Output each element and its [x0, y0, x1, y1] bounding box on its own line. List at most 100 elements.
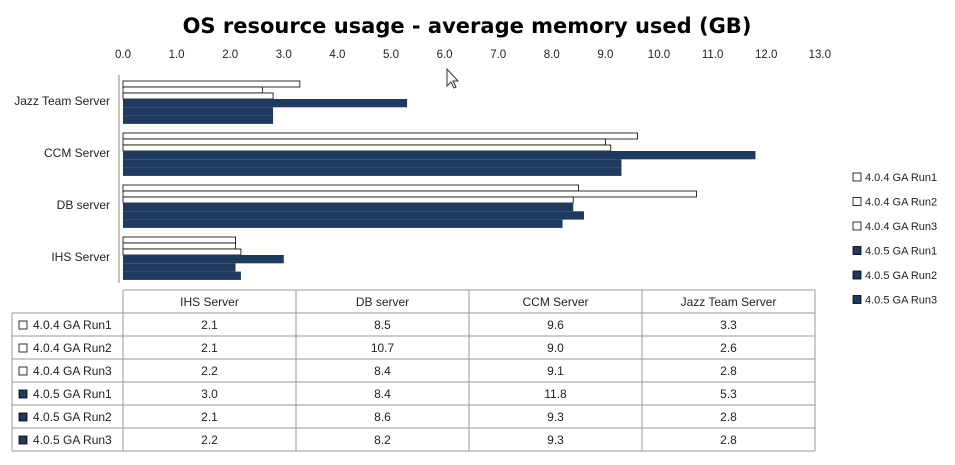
category-label: IHS Server — [51, 250, 110, 264]
bar — [123, 99, 408, 108]
table-legend-key — [18, 366, 28, 376]
legend-key — [852, 246, 862, 255]
bar — [122, 196, 574, 204]
bar — [123, 271, 241, 280]
table-cell: 3.0 — [201, 387, 218, 401]
table-cell: 2.8 — [720, 410, 737, 424]
bar — [123, 159, 622, 168]
x-axis: 0.0 1.0 2.0 3.0 4.0 5.0 6.0 7.0 8.0 9.0 10.0 11.0 12… — [115, 49, 831, 283]
bar — [122, 92, 274, 100]
x-tick-label: 0.0 — [115, 49, 131, 61]
table-cell: 2.1 — [201, 410, 218, 424]
table-legend-key — [18, 435, 28, 445]
bar — [122, 242, 236, 250]
category-label: DB server — [57, 198, 110, 212]
table-cell: 8.6 — [374, 410, 391, 424]
x-tick-label: 6.0 — [437, 49, 453, 61]
category-label: Jazz Team Server — [14, 94, 110, 108]
table-cell: 10.7 — [371, 341, 395, 355]
bar — [122, 86, 263, 94]
table-cell: 9.1 — [547, 364, 564, 378]
table-cell: 9.3 — [547, 433, 564, 447]
x-tick-label: 11.0 — [702, 49, 724, 61]
table-cell: 2.2 — [201, 364, 218, 378]
bar — [122, 144, 612, 152]
table-row-label: 4.0.5 GA Run1 — [33, 387, 112, 401]
table-cell: 9.6 — [547, 318, 564, 332]
legend: 4.0.4 GA Run1 4.0.4 GA Run2 4.0.4 GA Run3 4… — [852, 172, 937, 307]
legend-label: 4.0.4 GA Run3 — [865, 221, 937, 233]
legend-key — [852, 172, 862, 182]
bar — [123, 263, 236, 272]
legend-label: 4.0.5 GA Run1 — [865, 246, 937, 258]
table-cell: 2.1 — [201, 318, 218, 332]
bar — [123, 115, 274, 124]
bar — [123, 107, 274, 116]
table-cell: 5.3 — [720, 387, 737, 401]
category-label: CCM Server — [44, 146, 110, 160]
x-tick-label: 9.0 — [597, 49, 613, 61]
x-tick-label: 12.0 — [755, 49, 777, 61]
table-header-cell: IHS Server — [180, 295, 239, 309]
x-tick-label: 4.0 — [329, 49, 345, 61]
table-cell: 2.8 — [720, 364, 737, 378]
bar — [123, 255, 284, 264]
x-tick-label: 2.0 — [222, 49, 238, 61]
legend-key — [852, 270, 862, 280]
bar — [122, 248, 242, 256]
table-cell: 8.5 — [374, 318, 391, 332]
bar — [123, 211, 584, 220]
table-header-cell: CCM Server — [522, 295, 588, 309]
table-cell: 8.4 — [374, 364, 391, 378]
bar — [123, 151, 756, 160]
table-row-label: 4.0.5 GA Run3 — [33, 433, 112, 447]
x-tick-label: 10.0 — [648, 49, 670, 61]
table-header-cell: Jazz Team Server — [681, 295, 777, 309]
legend-key — [852, 221, 862, 231]
table-cell: 3.3 — [720, 318, 737, 332]
table-cell: 9.3 — [547, 410, 564, 424]
table-row-label: 4.0.4 GA Run3 — [33, 364, 112, 378]
legend-label: 4.0.5 GA Run2 — [865, 270, 937, 282]
x-tick-label: 7.0 — [490, 49, 506, 61]
bar — [122, 184, 580, 192]
table-legend-key — [18, 389, 28, 399]
bar — [122, 80, 301, 88]
chart-title: OS resource usage - average memory used … — [183, 14, 752, 38]
table-row-label: 4.0.5 GA Run2 — [33, 410, 112, 424]
legend-label: 4.0.4 GA Run2 — [865, 197, 937, 209]
legend-key — [852, 295, 862, 304]
x-tick-label: 1.0 — [169, 49, 185, 61]
x-tick-label: 13.0 — [809, 49, 831, 61]
table-cell: 2.6 — [720, 341, 737, 355]
bar — [123, 219, 563, 228]
table-legend-key — [18, 412, 28, 422]
table-row-label: 4.0.4 GA Run2 — [33, 341, 112, 355]
table-cell: 2.2 — [201, 433, 218, 447]
bar-plot: Jazz Team Server CCM Server DB server IHS S… — [14, 80, 756, 280]
table-legend-key — [18, 343, 28, 353]
table-cell: 11.8 — [544, 387, 567, 401]
table-cell: 2.1 — [201, 341, 218, 355]
table-legend-key — [18, 320, 28, 330]
table-cell: 2.8 — [720, 433, 737, 447]
data-table: IHS Server DB server CCM Server Jazz Team S… — [11, 289, 816, 452]
legend-key — [852, 197, 862, 206]
table-cell: 9.0 — [547, 341, 564, 355]
bar — [122, 132, 638, 140]
legend-label: 4.0.4 GA Run1 — [865, 172, 937, 184]
legend-label: 4.0.5 GA Run3 — [865, 295, 937, 307]
bar — [122, 236, 236, 244]
table-cell: 8.2 — [374, 433, 391, 447]
bar — [122, 138, 606, 146]
x-tick-label: 8.0 — [544, 49, 560, 61]
x-tick-label: 5.0 — [383, 49, 399, 61]
table-cell: 8.4 — [374, 387, 391, 401]
table-row-label: 4.0.4 GA Run1 — [33, 318, 112, 332]
mouse-cursor-icon — [446, 67, 460, 89]
x-tick-label: 3.0 — [276, 49, 292, 61]
bar — [123, 167, 622, 176]
bar — [123, 203, 574, 212]
bar — [122, 190, 697, 198]
